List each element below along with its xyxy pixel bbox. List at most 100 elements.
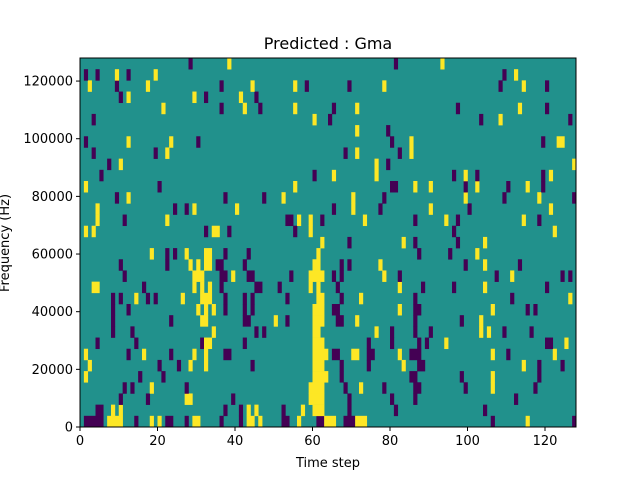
- heatmap-cell: [428, 326, 433, 338]
- heatmap-cell: [490, 348, 495, 361]
- heatmap-cell: [188, 58, 193, 70]
- heatmap-cell: [91, 147, 96, 159]
- heatmap-cell: [355, 415, 368, 428]
- heatmap-cell: [351, 203, 356, 215]
- heatmap-cell: [545, 281, 550, 294]
- heatmap-cell: [393, 404, 399, 417]
- x-tick-label: 60: [304, 434, 321, 449]
- heatmap-cell: [153, 292, 158, 305]
- heatmap-cell: [541, 169, 546, 182]
- heatmap-cell: [463, 192, 468, 204]
- heatmap-cell: [95, 404, 104, 417]
- heatmap-cell: [448, 248, 453, 260]
- heatmap-cell: [169, 348, 174, 361]
- heatmap-cell: [95, 69, 100, 81]
- x-tick-label: 80: [382, 434, 399, 449]
- heatmap-cell: [541, 181, 546, 193]
- heatmap-cell: [126, 304, 131, 316]
- x-tick-label: 0: [76, 434, 84, 449]
- heatmap-cell: [196, 304, 201, 316]
- heatmap-cell: [463, 259, 468, 271]
- heatmap-cell: [304, 80, 309, 92]
- heatmap-cell: [231, 393, 236, 405]
- heatmap-cell: [118, 393, 123, 405]
- heatmap-cell: [184, 393, 193, 405]
- heatmap-cell: [200, 292, 213, 305]
- y-tick-label: 100000: [23, 132, 73, 147]
- heatmap-cell: [285, 214, 294, 227]
- heatmap-cell: [223, 192, 228, 204]
- heatmap-cell: [308, 270, 325, 282]
- heatmap-cell: [514, 69, 519, 81]
- heatmap-cell: [126, 192, 131, 204]
- heatmap-cell: [149, 415, 154, 428]
- heatmap-cell: [227, 225, 232, 238]
- heatmap-cell: [289, 270, 294, 282]
- heatmap-cell: [215, 259, 224, 271]
- heatmap-cell: [339, 270, 344, 282]
- heatmap-cell: [390, 393, 395, 405]
- heatmap-cell: [517, 259, 523, 271]
- heatmap-cell: [134, 337, 139, 350]
- heatmap-cell: [227, 58, 232, 70]
- heatmap-cell: [83, 181, 89, 193]
- heatmap-cell: [312, 348, 329, 361]
- heatmap-cell: [157, 359, 162, 372]
- heatmap-cell: [331, 169, 337, 182]
- heatmap-cell: [118, 259, 123, 271]
- heatmap-cell: [308, 214, 313, 227]
- heatmap-cell: [475, 169, 480, 182]
- heatmap-cell: [161, 371, 166, 383]
- heatmap-cell: [366, 337, 371, 350]
- heatmap-cell: [409, 136, 414, 148]
- heatmap-cell: [378, 203, 383, 215]
- heatmap-cell: [204, 248, 213, 260]
- heatmap-cell: [556, 136, 565, 148]
- heatmap-cell: [312, 404, 325, 417]
- heatmap-cell: [455, 236, 461, 249]
- heatmap-cell: [545, 337, 554, 350]
- x-tick-label: 120: [533, 434, 558, 449]
- heatmap-cell: [223, 248, 228, 260]
- heatmap-cell: [293, 225, 298, 238]
- heatmap-cell: [413, 315, 418, 327]
- heatmap-cell: [254, 281, 263, 294]
- heatmap-cell: [428, 181, 433, 193]
- heatmap-cell: [95, 214, 100, 227]
- heatmap-cell: [192, 348, 197, 361]
- axes-frame: [79, 57, 577, 428]
- heatmap-cell: [242, 292, 247, 305]
- heatmap-cell: [390, 326, 395, 338]
- heatmap-cell: [552, 225, 557, 238]
- heatmap-cell: [246, 404, 251, 417]
- heatmap-cell: [204, 337, 213, 350]
- heatmap-cell: [111, 326, 116, 338]
- heatmap-cell: [413, 382, 422, 394]
- heatmap-cell: [145, 393, 151, 405]
- heatmap-cell: [572, 415, 577, 428]
- heatmap-cell: [397, 348, 402, 361]
- heatmap-cell: [231, 270, 236, 282]
- heatmap-cell: [281, 404, 286, 417]
- heatmap-cell: [494, 270, 499, 282]
- heatmap-cell: [169, 315, 174, 327]
- heatmap-cell: [397, 147, 402, 159]
- heatmap-cell: [568, 270, 573, 282]
- heatmap-cell: [91, 225, 96, 238]
- heatmap-cell: [483, 281, 488, 294]
- heatmap-cell: [111, 315, 116, 327]
- heatmap-cell: [312, 259, 321, 271]
- heatmap-cell: [192, 270, 205, 282]
- heatmap-cell: [134, 292, 139, 305]
- heatmap-cell: [122, 382, 127, 394]
- heatmap-cell: [545, 80, 550, 92]
- heatmap-cell: [118, 158, 123, 171]
- heatmap-cell: [359, 382, 364, 394]
- heatmap-cell: [192, 281, 197, 294]
- heatmap-cell: [390, 181, 399, 193]
- heatmap-cell: [250, 359, 255, 372]
- heatmap-cell: [157, 181, 162, 193]
- y-tick-label: 120000: [23, 75, 73, 90]
- heatmap-cell: [200, 337, 205, 350]
